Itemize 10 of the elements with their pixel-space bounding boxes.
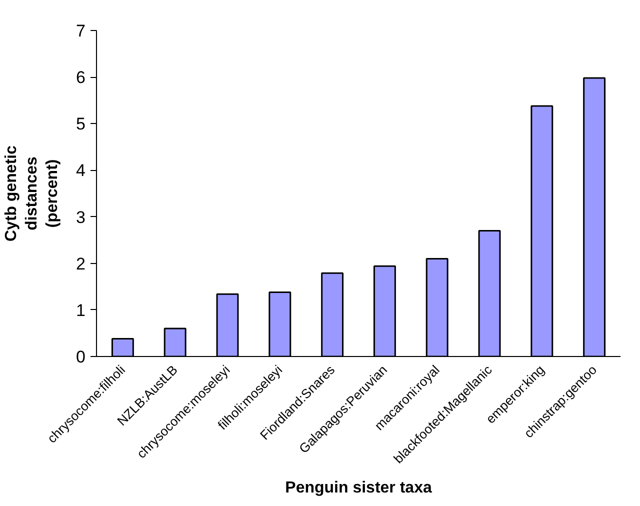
y-tick-label: 2 (76, 254, 86, 274)
y-tick-label: 4 (76, 161, 86, 180)
y-tick-label: 0 (76, 348, 86, 366)
x-axis-title: Penguin sister taxa (285, 480, 432, 497)
y-tick-label: 5 (76, 114, 86, 134)
y-tick-label: 3 (76, 208, 86, 227)
y-tick-label: 1 (76, 300, 86, 320)
y-axis-title: Cytb genetic distances (percent) (3, 145, 62, 242)
y-tick-label: 6 (76, 68, 86, 88)
y-tick-label: 7 (76, 22, 86, 40)
